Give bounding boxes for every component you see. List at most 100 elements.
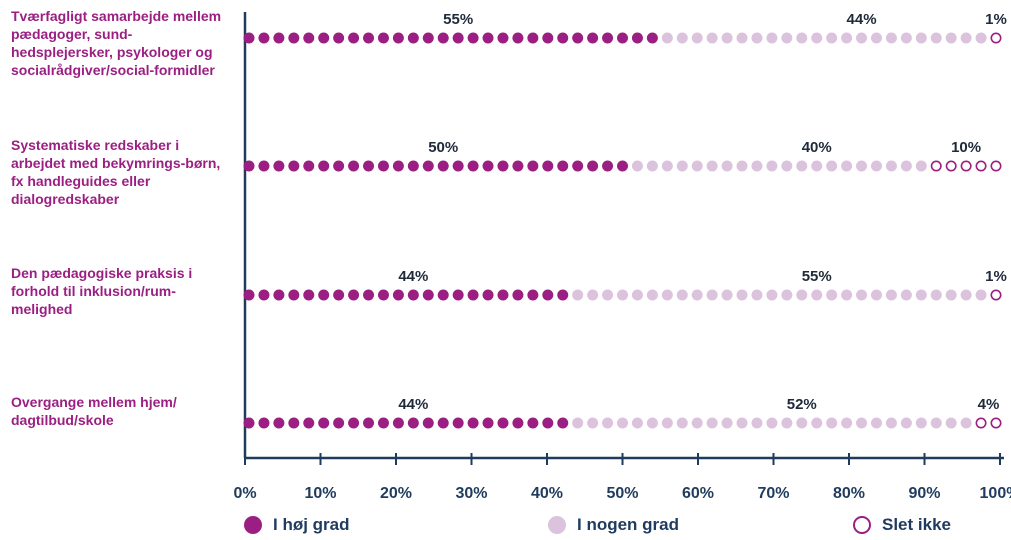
dot-row3-s0-20 <box>542 417 554 429</box>
dot-row2-s1-20 <box>870 289 882 301</box>
dot-row1-s1-13 <box>826 160 838 172</box>
dot-row2-s1-0 <box>572 289 584 301</box>
dot-row0-s0-14 <box>452 32 464 44</box>
dot-row1-s1-1 <box>646 160 658 172</box>
dot-row2-s1-13 <box>766 289 778 301</box>
dot-row2-s0-10 <box>392 289 404 301</box>
dot-row2-s1-16 <box>811 289 823 301</box>
dot-row2-s0-16 <box>482 289 494 301</box>
dot-row1-s0-5 <box>318 160 330 172</box>
dot-row2-s0-4 <box>303 289 315 301</box>
category-label-2: Den pædagogiske praksis i forhold til in… <box>11 265 193 317</box>
dot-row0-s1-13 <box>856 32 868 44</box>
dot-row1-s0-24 <box>602 160 614 172</box>
dot-row3-s1-23 <box>915 417 927 429</box>
dot-row0-s0-18 <box>512 32 524 44</box>
dot-row1-s2-3 <box>975 160 987 172</box>
dot-row3-s1-17 <box>826 417 838 429</box>
dot-row0-s1-9 <box>796 32 808 44</box>
dot-row1-s0-15 <box>467 160 479 172</box>
dot-row0-s0-21 <box>557 32 569 44</box>
dot-row1-s0-22 <box>572 160 584 172</box>
value-label-row3-s1: 52% <box>787 396 817 413</box>
dot-row1-s0-8 <box>363 160 375 172</box>
dot-row2-s1-18 <box>841 289 853 301</box>
x-tick-label-7: 70% <box>757 485 789 502</box>
dot-row0-s1-10 <box>811 32 823 44</box>
dot-row2-s1-14 <box>781 289 793 301</box>
dot-row1-s1-9 <box>766 160 778 172</box>
dot-row3-s1-11 <box>736 417 748 429</box>
dot-row0-s0-23 <box>587 32 599 44</box>
dot-row2-s1-6 <box>661 289 673 301</box>
dot-row0-s0-10 <box>392 32 404 44</box>
dot-row1-s0-3 <box>288 160 300 172</box>
dot-row2-s0-3 <box>288 289 300 301</box>
dot-row2-s1-17 <box>826 289 838 301</box>
dot-row1-s2-2 <box>960 160 972 172</box>
legend-label-high: I høj grad <box>273 515 350 534</box>
dot-row0-s0-24 <box>602 32 614 44</box>
dot-row0-s0-1 <box>258 32 270 44</box>
dot-row0-s2-0 <box>990 32 1002 44</box>
dot-row1-s0-6 <box>333 160 345 172</box>
legend-label-none: Slet ikke <box>882 515 951 534</box>
dot-row0-s0-27 <box>646 32 658 44</box>
dot-row1-s0-13 <box>437 160 449 172</box>
dot-row2-s1-23 <box>915 289 927 301</box>
dot-row0-s0-11 <box>407 32 419 44</box>
dot-row3-s2-1 <box>990 417 1002 429</box>
x-tick-label-3: 30% <box>455 485 487 502</box>
dot-row3-s1-19 <box>856 417 868 429</box>
dot-row2-s0-11 <box>407 289 419 301</box>
dot-row3-s1-12 <box>751 417 763 429</box>
dot-row3-s0-3 <box>288 417 300 429</box>
dot-row2-s0-8 <box>363 289 375 301</box>
dot-row3-s1-5 <box>646 417 658 429</box>
dot-row3-s0-11 <box>407 417 419 429</box>
dot-row2-s1-3 <box>617 289 628 301</box>
dot-row1-s0-7 <box>348 160 360 172</box>
value-label-row1-s0: 50% <box>428 139 458 156</box>
dot-row0-s0-7 <box>348 32 360 44</box>
dot-row0-s0-12 <box>422 32 434 44</box>
dot-row0-s1-11 <box>826 32 838 44</box>
x-tick-label-10: 100% <box>980 485 1011 502</box>
dot-row3-s0-15 <box>467 417 479 429</box>
dot-row3-s0-0 <box>243 417 255 429</box>
dot-row0-s0-20 <box>542 32 554 44</box>
dot-row3-s0-18 <box>512 417 524 429</box>
dot-row3-s1-1 <box>587 417 599 429</box>
dot-row1-s1-6 <box>721 160 733 172</box>
dot-row1-s1-0 <box>631 160 643 172</box>
dot-row1-s0-4 <box>303 160 315 172</box>
value-label-row2-s2: 1% <box>985 268 1007 285</box>
legend-label-some: I nogen grad <box>577 515 679 534</box>
dot-row1-s1-18 <box>900 160 912 172</box>
dot-row3-s0-2 <box>273 417 285 429</box>
dot-row2-s0-15 <box>467 289 479 301</box>
value-label-row3-s2: 4% <box>978 396 1000 413</box>
x-tick-label-0: 0% <box>233 485 256 502</box>
legend-swatch-none <box>853 516 871 534</box>
dot-row0-s0-26 <box>631 32 643 44</box>
x-tick-label-6: 60% <box>682 485 714 502</box>
category-label-1: Systematiske redskaber i arbejdet med be… <box>11 137 221 207</box>
dot-row3-s0-17 <box>497 417 509 429</box>
dot-row3-s1-21 <box>885 417 897 429</box>
dot-row1-s1-4 <box>691 160 703 172</box>
legend-item-none: Slet ikke <box>852 515 951 535</box>
dot-row1-s0-21 <box>557 160 569 172</box>
dot-row3-s0-16 <box>482 417 494 429</box>
dot-row2-s1-15 <box>796 289 808 301</box>
dot-row0-s1-19 <box>945 32 957 44</box>
dot-row0-s1-8 <box>781 32 793 44</box>
category-label-0: Tværfagligt samarbejde mellem pædagoger,… <box>11 8 222 78</box>
dot-row1-s1-11 <box>796 160 808 172</box>
dot-row0-s0-15 <box>467 32 479 44</box>
dot-row1-s0-16 <box>482 160 494 172</box>
dot-row0-s1-6 <box>751 32 763 44</box>
dot-row3-s0-14 <box>452 417 464 429</box>
dot-row2-s0-1 <box>258 289 270 301</box>
